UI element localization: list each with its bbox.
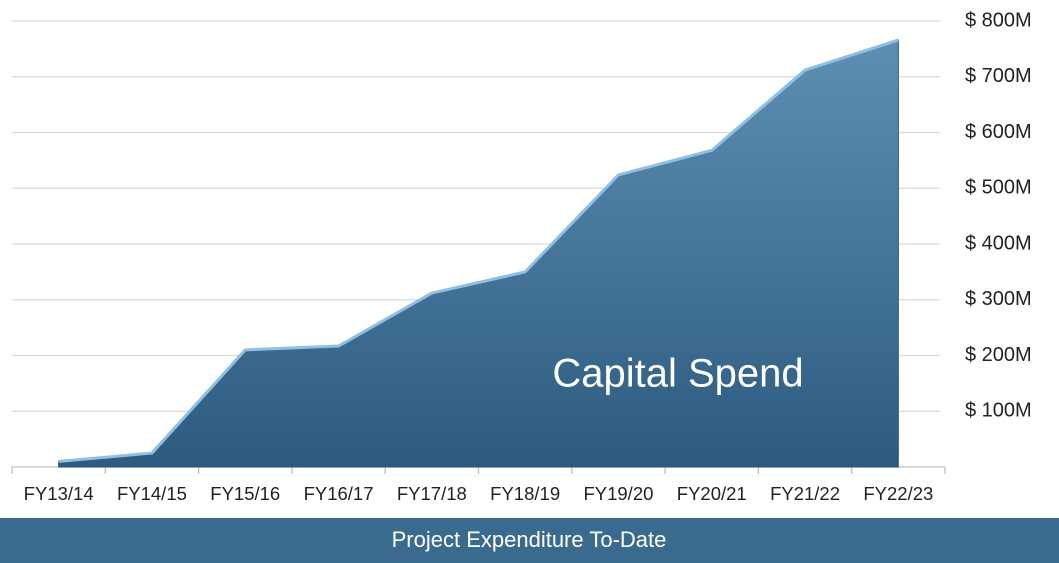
x-tick-label: FY17/18 xyxy=(397,483,467,504)
x-tick-label: FY14/15 xyxy=(117,483,187,504)
x-tick-label: FY19/20 xyxy=(583,483,653,504)
y-tick-label: $ 200M xyxy=(965,344,1032,366)
x-tick-label: FY13/14 xyxy=(24,483,94,504)
annotation: Capital Spend xyxy=(552,352,803,396)
x-tick-label: FY22/23 xyxy=(863,483,933,504)
x-tick-label: FY16/17 xyxy=(304,483,374,504)
y-tick-label: $ 800M xyxy=(965,9,1032,31)
y-tick-label: $ 300M xyxy=(965,288,1032,310)
y-tick-label: $ 500M xyxy=(965,177,1032,199)
x-tick-label: FY20/21 xyxy=(677,483,747,504)
y-tick-label: $ 700M xyxy=(965,65,1032,87)
area xyxy=(58,39,899,468)
x-tick-label: FY18/19 xyxy=(490,483,560,504)
x-tick-label: FY15/16 xyxy=(210,483,280,504)
y-tick-label: $ 400M xyxy=(965,232,1032,254)
plot xyxy=(58,38,899,468)
y-tick-label: $ 600M xyxy=(965,121,1032,143)
y-tick-label: $ 100M xyxy=(965,400,1032,422)
footer-band xyxy=(0,518,1059,563)
area-edge xyxy=(58,38,899,463)
x-tick-label: FY21/22 xyxy=(770,483,840,504)
footer: Project Expenditure To-Date xyxy=(392,527,667,552)
